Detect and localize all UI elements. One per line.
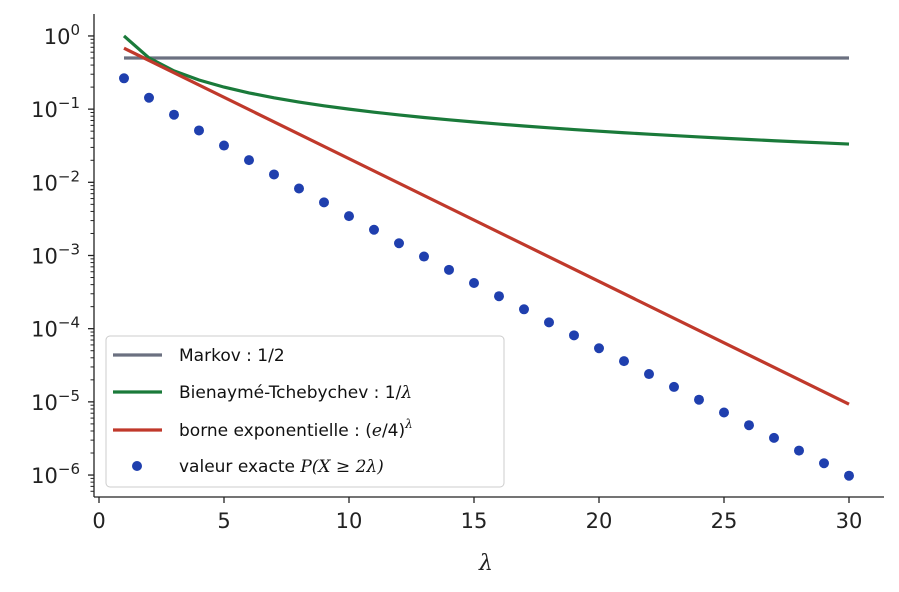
- data-point-exact: [744, 420, 754, 431]
- data-point-exact: [619, 356, 629, 367]
- data-point-exact: [319, 197, 329, 208]
- data-point-exact: [694, 394, 704, 405]
- x-tick-label: 10: [336, 509, 363, 533]
- x-tick-label: 25: [711, 509, 738, 533]
- data-point-exact: [219, 140, 229, 151]
- data-point-exact: [269, 169, 279, 180]
- x-tick-label: 0: [92, 509, 105, 533]
- plot-area: [119, 34, 854, 481]
- legend-box: [105, 335, 505, 488]
- data-point-exact: [594, 343, 604, 354]
- x-tick-label: 20: [586, 509, 613, 533]
- data-point-exact: [494, 291, 504, 302]
- data-point-exact: [719, 407, 729, 418]
- data-point-exact: [169, 109, 179, 120]
- y-tick-label: 10−5: [31, 387, 80, 415]
- data-point-exact: [794, 445, 804, 456]
- y-tick-label: 10−6: [31, 460, 80, 488]
- data-point-exact: [469, 278, 479, 288]
- x-axis-label: λ: [478, 551, 493, 576]
- legend-entry-label: valeur exacte P(X ≥ 2λ): [179, 457, 384, 477]
- data-point-exact: [419, 251, 429, 262]
- axes: 0 5 10 15 20 25 30 100 10−1 10−2 10−3 10−4 10−5 10−6 λ: [31, 14, 884, 576]
- legend-marker: [132, 461, 142, 471]
- data-point-exact: [844, 470, 854, 481]
- x-tick-label: 15: [461, 509, 488, 533]
- data-point-exact: [294, 183, 304, 194]
- data-point-exact: [194, 125, 204, 136]
- data-point-exact: [344, 211, 354, 222]
- legend-entry-label: Bienaymé-Tchebychev : 1/λ: [179, 383, 412, 403]
- x-tick-label: 30: [836, 509, 863, 533]
- x-tick-label: 5: [217, 509, 230, 533]
- data-point-exact: [544, 317, 554, 328]
- y-tick-label: 100: [44, 21, 80, 49]
- data-point-exact: [519, 304, 529, 315]
- y-tick-label: 10−3: [31, 241, 80, 269]
- data-point-exact: [669, 381, 679, 392]
- data-point-exact: [769, 432, 779, 443]
- data-point-exact: [569, 330, 579, 341]
- series-line-bienayme: [122, 34, 850, 146]
- data-point-exact: [244, 155, 254, 166]
- data-point-exact: [119, 73, 129, 84]
- y-tick-label: 10−2: [31, 167, 80, 195]
- y-tick-label: 10−1: [31, 94, 80, 122]
- data-point-exact: [819, 458, 829, 469]
- data-point-exact: [144, 92, 154, 103]
- data-point-exact: [644, 369, 654, 380]
- legend-entry-label: Markov : 1/2: [179, 346, 285, 366]
- legend: Markov : 1/2 Bienaymé-Tchebychev : 1/λ bor…: [105, 335, 505, 488]
- data-point-exact: [444, 264, 454, 275]
- y-tick-label: 10−4: [31, 314, 80, 342]
- data-point-exact: [394, 238, 404, 249]
- data-point-exact: [369, 224, 379, 235]
- legend-entry-label: borne exponentielle : (e/4)λ: [179, 417, 413, 441]
- series-line-exponential: [123, 46, 850, 406]
